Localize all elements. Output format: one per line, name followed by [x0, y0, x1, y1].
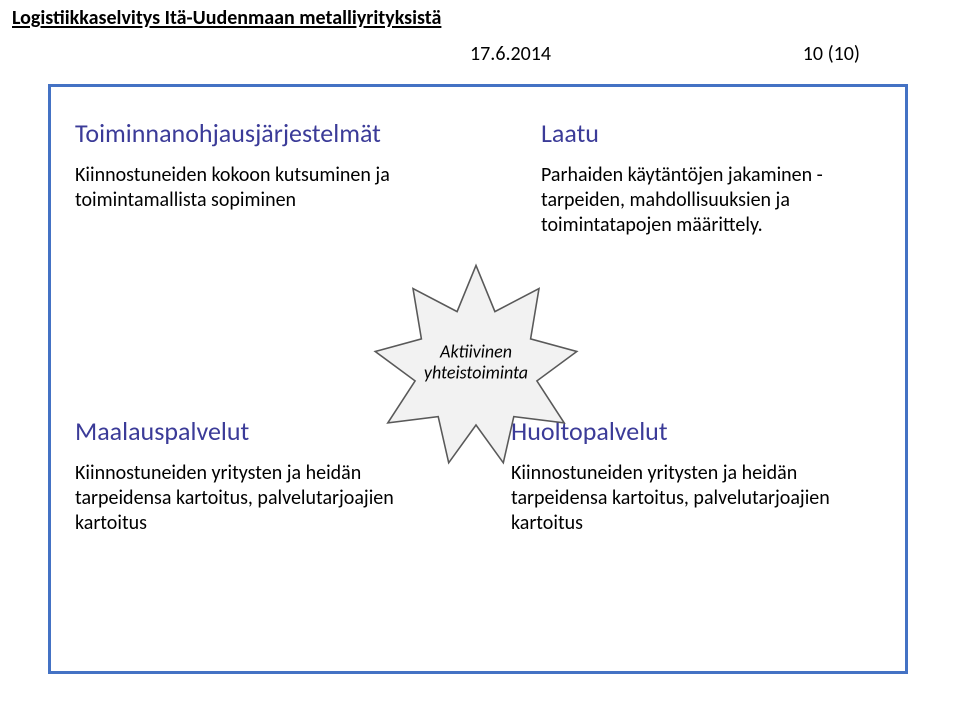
page-number: 10 (10)	[803, 42, 860, 66]
page: Logistiikkaselvitys Itä-Uudenmaan metall…	[0, 0, 960, 719]
quadrant-body: Parhaiden käytäntöjen jakaminen - tarpei…	[541, 163, 881, 238]
quadrant-body: Kiinnostuneiden kokoon kutsuminen ja toi…	[75, 163, 455, 213]
star-shape: Aktiivinen yhteistoiminta	[371, 257, 581, 467]
quadrant-top-left: Toiminnanohjausjärjestelmät Kiinnostunei…	[75, 119, 455, 213]
page-title: Logistiikkaselvitys Itä-Uudenmaan metall…	[12, 6, 441, 30]
star-label-line1: Aktiivinen	[411, 341, 541, 362]
quadrant-body: Kiinnostuneiden yritysten ja heidän tarp…	[511, 461, 881, 536]
quadrant-title: Toiminnanohjausjärjestelmät	[75, 119, 455, 149]
quadrant-top-right: Laatu Parhaiden käytäntöjen jakaminen - …	[541, 119, 881, 238]
star-label-line2: yhteistoiminta	[411, 362, 541, 383]
quadrant-body: Kiinnostuneiden yritysten ja heidän tarp…	[75, 461, 455, 536]
quadrant-title: Laatu	[541, 119, 881, 149]
diagram-box: Toiminnanohjausjärjestelmät Kiinnostunei…	[48, 84, 908, 674]
page-date: 17.6.2014	[470, 42, 551, 66]
star-label: Aktiivinen yhteistoiminta	[411, 341, 541, 382]
